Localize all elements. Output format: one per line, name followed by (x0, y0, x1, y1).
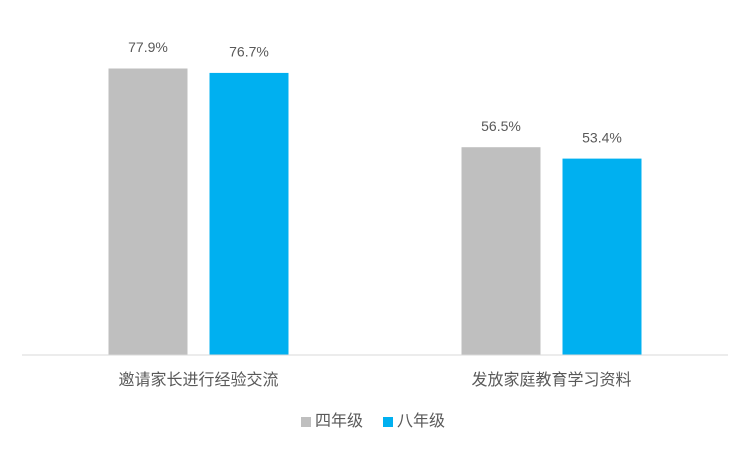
legend-label: 四年级 (315, 412, 363, 430)
data-label: 53.4% (582, 129, 622, 145)
bar (562, 158, 642, 355)
legend-swatch (301, 417, 311, 427)
legend-swatch (383, 417, 393, 427)
bar (209, 72, 289, 356)
bar (461, 147, 541, 355)
data-label: 76.7% (229, 44, 269, 60)
x-tick-label: 发放家庭教育学习资料 (471, 371, 631, 389)
bar (108, 68, 188, 356)
x-tick-label: 邀请家长进行经验交流 (118, 371, 278, 389)
legend-label: 八年级 (397, 412, 445, 430)
data-label: 77.9% (128, 39, 168, 55)
data-label: 56.5% (481, 118, 521, 134)
